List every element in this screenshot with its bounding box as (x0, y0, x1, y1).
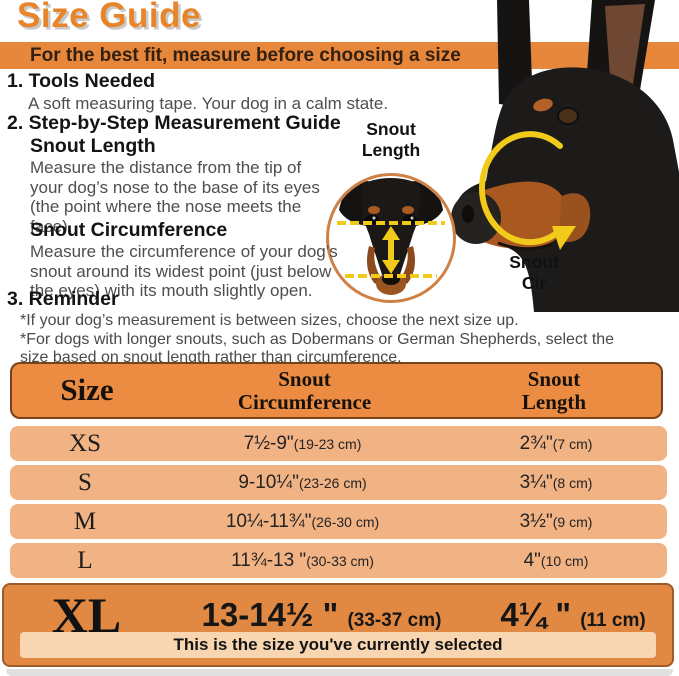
table-row-s: S 9-10¼"(23-26 cm) 3¼"(8 cm) (10, 465, 667, 500)
snout-circumference-body: Measure the circumference of your dog’s … (30, 242, 338, 300)
steps-heading: 2. Step-by-Step Measurement Guide (7, 112, 341, 134)
table-row-xs: XS 7½-9"(19-23 cm) 2¾"(7 cm) (10, 426, 667, 461)
snout-circumference-heading: Snout Circumference (30, 219, 228, 241)
table-row-l: L 11¾-13 "(30-33 cm) 4"(10 cm) (10, 543, 667, 578)
tools-heading: 1. Tools Needed (7, 70, 156, 92)
snout-cir-label: Snout Cir (509, 252, 559, 293)
doberman-photo (451, 0, 679, 312)
selected-size-note: This is the size you've currently select… (20, 632, 656, 658)
snout-length-figure (326, 173, 456, 303)
size-table-header: Size Snout Circumference Snout Length (10, 362, 663, 419)
circumference-arrow-icon (479, 131, 576, 250)
page-title: Size Guide (17, 0, 201, 35)
reminder-note: *For dogs with longer snouts, such as Do… (20, 330, 615, 367)
banner: For the best fit, measure before choosin… (0, 42, 679, 69)
reminder-notes: *If your dog’s measurement is between si… (20, 312, 642, 368)
tools-body: A soft measuring tape. Your dog in a cal… (28, 94, 389, 113)
header-circumference: Snout Circumference (237, 367, 372, 414)
card-bottom-shadow (6, 669, 673, 676)
table-row-m: M 10¼-11¾"(26-30 cm) 3½"(9 cm) (10, 504, 667, 539)
header-size: Size (60, 372, 114, 408)
snout-length-figure-label: Snout Length (361, 119, 421, 160)
banner-text: For the best fit, measure before choosin… (30, 45, 461, 66)
snout-length-heading: Snout Length (30, 135, 156, 157)
dog-face-illustration (337, 178, 445, 295)
reminder-note: *If your dog’s measurement is between si… (20, 312, 519, 329)
size-table-body: XS 7½-9"(19-23 cm) 2¾"(7 cm) S 9-10¼"(23… (10, 426, 667, 578)
snout-length-body: Measure the distance from the tip of you… (30, 158, 320, 236)
reminder-heading: 3. Reminder (7, 288, 119, 310)
table-row-xl-selected: XL 13-14½ " (33-37 cm) 4¼ " (11 cm) This… (2, 583, 674, 667)
length-arrow-icon (337, 221, 445, 278)
header-length: Snout Length (521, 367, 587, 414)
